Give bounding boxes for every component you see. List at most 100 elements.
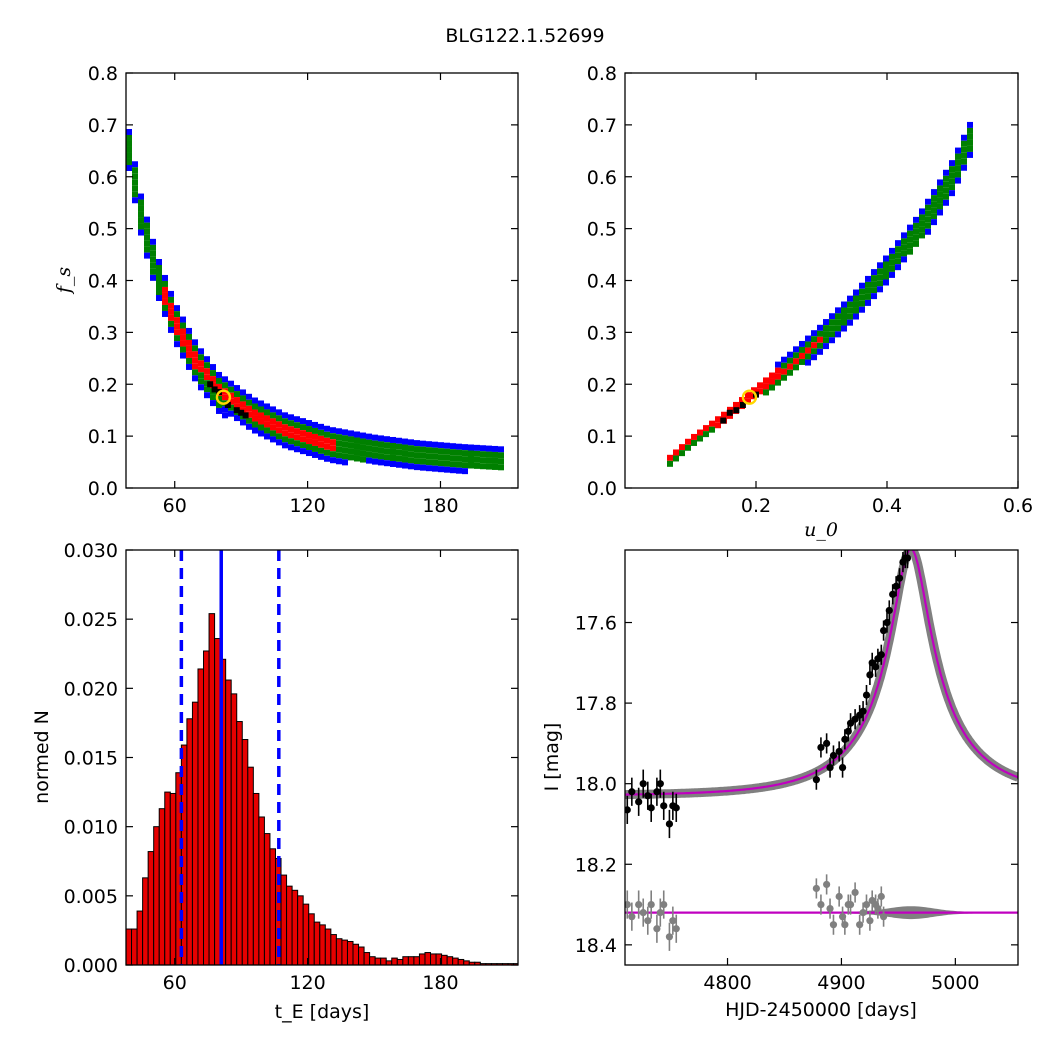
likelihood-cell <box>781 356 787 363</box>
y-tick-label: 0.4 <box>587 271 617 293</box>
likelihood-cell <box>312 427 318 434</box>
likelihood-cell <box>144 228 150 235</box>
y-tick-label: 0.6 <box>587 167 617 189</box>
likelihood-cell <box>817 348 823 355</box>
likelihood-cell <box>330 427 336 434</box>
likelihood-cell <box>817 336 823 343</box>
likelihood-cell <box>168 314 174 321</box>
observation-point <box>862 691 871 699</box>
likelihood-cell <box>865 281 871 288</box>
likelihood-cell <box>336 458 342 465</box>
likelihood-cell <box>132 161 138 168</box>
likelihood-cell <box>360 450 366 457</box>
likelihood-cell <box>757 382 763 389</box>
likelihood-cell <box>264 433 270 440</box>
likelihood-cell <box>138 229 144 236</box>
likelihood-cell <box>492 457 498 464</box>
likelihood-cell <box>168 296 174 303</box>
likelihood-cell <box>312 439 318 446</box>
likelihood-cell <box>156 276 162 283</box>
likelihood-cell <box>811 342 817 349</box>
x-tick-label: 5000 <box>931 972 979 994</box>
likelihood-cell <box>126 152 132 159</box>
likelihood-cell <box>198 366 204 373</box>
likelihood-cell <box>883 279 889 286</box>
y-tick-label: 0.4 <box>88 271 118 293</box>
likelihood-cell <box>138 205 144 212</box>
likelihood-cell <box>949 190 955 197</box>
likelihood-cell <box>667 460 673 467</box>
likelihood-cell <box>949 184 955 191</box>
histogram-bar <box>136 910 144 966</box>
likelihood-cell <box>162 304 168 311</box>
likelihood-cell <box>342 453 348 460</box>
likelihood-cell <box>847 307 853 314</box>
core-cell <box>242 412 249 419</box>
core-cell <box>238 409 245 416</box>
residual-point <box>866 917 874 925</box>
likelihood-cell <box>216 371 222 378</box>
likelihood-cell <box>907 248 913 255</box>
fs-vs-tE-panel: 60 120 180 0.0 0.1 0.2 0.3 0.4 0.5 0.6 0.7 0.8 f_s <box>53 63 519 517</box>
likelihood-cell <box>949 178 955 185</box>
likelihood-cell <box>174 341 180 348</box>
likelihood-cell <box>378 441 384 448</box>
likelihood-cell <box>126 128 132 135</box>
likelihood-cell <box>222 412 228 419</box>
residual-point <box>829 921 838 929</box>
likelihood-cell <box>841 307 847 314</box>
likelihood-cell <box>306 450 312 457</box>
histogram-bar <box>286 885 293 966</box>
likelihood-cell <box>366 457 372 464</box>
x-axis-label: HJD-2450000 [days] <box>725 999 917 1021</box>
likelihood-cell <box>474 444 480 451</box>
likelihood-cell <box>276 409 282 416</box>
likelihood-cell <box>691 433 697 440</box>
likelihood-cell <box>931 213 937 220</box>
likelihood-cell <box>486 463 492 470</box>
likelihood-cell <box>685 444 691 451</box>
likelihood-cell <box>252 421 258 428</box>
likelihood-cell <box>126 134 132 141</box>
likelihood-cell <box>859 294 865 301</box>
likelihood-cell <box>901 238 907 245</box>
likelihood-cell <box>486 451 492 458</box>
likelihood-cell <box>859 288 865 295</box>
likelihood-cell <box>937 191 943 198</box>
likelihood-cell <box>204 368 210 375</box>
likelihood-cell <box>240 401 246 408</box>
likelihood-cell <box>324 431 330 438</box>
likelihood-cell <box>150 262 156 269</box>
likelihood-cell <box>348 454 354 461</box>
likelihood-cell <box>402 444 408 451</box>
x-tick-label: 0.6 <box>1003 495 1033 517</box>
likelihood-cell <box>823 325 829 332</box>
likelihood-cell <box>156 282 162 289</box>
observation-point <box>895 574 904 582</box>
x-tick-label: 0.2 <box>741 495 771 517</box>
likelihood-cell <box>186 327 192 334</box>
likelihood-cell <box>258 412 264 419</box>
likelihood-cell <box>174 329 180 336</box>
likelihood-cell <box>126 164 132 171</box>
observation-point <box>817 743 825 752</box>
likelihood-cell <box>829 319 835 326</box>
likelihood-cell <box>396 437 402 444</box>
likelihood-cell <box>144 234 150 241</box>
likelihood-cell <box>895 264 901 271</box>
histogram-bar <box>413 956 420 966</box>
likelihood-cell <box>186 351 192 358</box>
likelihood-cell <box>204 380 210 387</box>
lightcurve-panel: 4800 4900 5000 17.6 17.8 18.0 18.2 18.4 I [mag] H… <box>541 549 1019 1021</box>
likelihood-cell <box>222 382 228 389</box>
likelihood-cell <box>252 409 258 416</box>
histogram-bars <box>125 613 519 966</box>
likelihood-cell <box>931 219 937 226</box>
likelihood-cell <box>787 363 793 370</box>
likelihood-cell <box>949 172 955 179</box>
y-tick-label: 0.015 <box>64 748 118 770</box>
likelihood-cell <box>432 459 438 466</box>
histogram-bar <box>252 792 260 966</box>
observation-point <box>829 751 838 760</box>
